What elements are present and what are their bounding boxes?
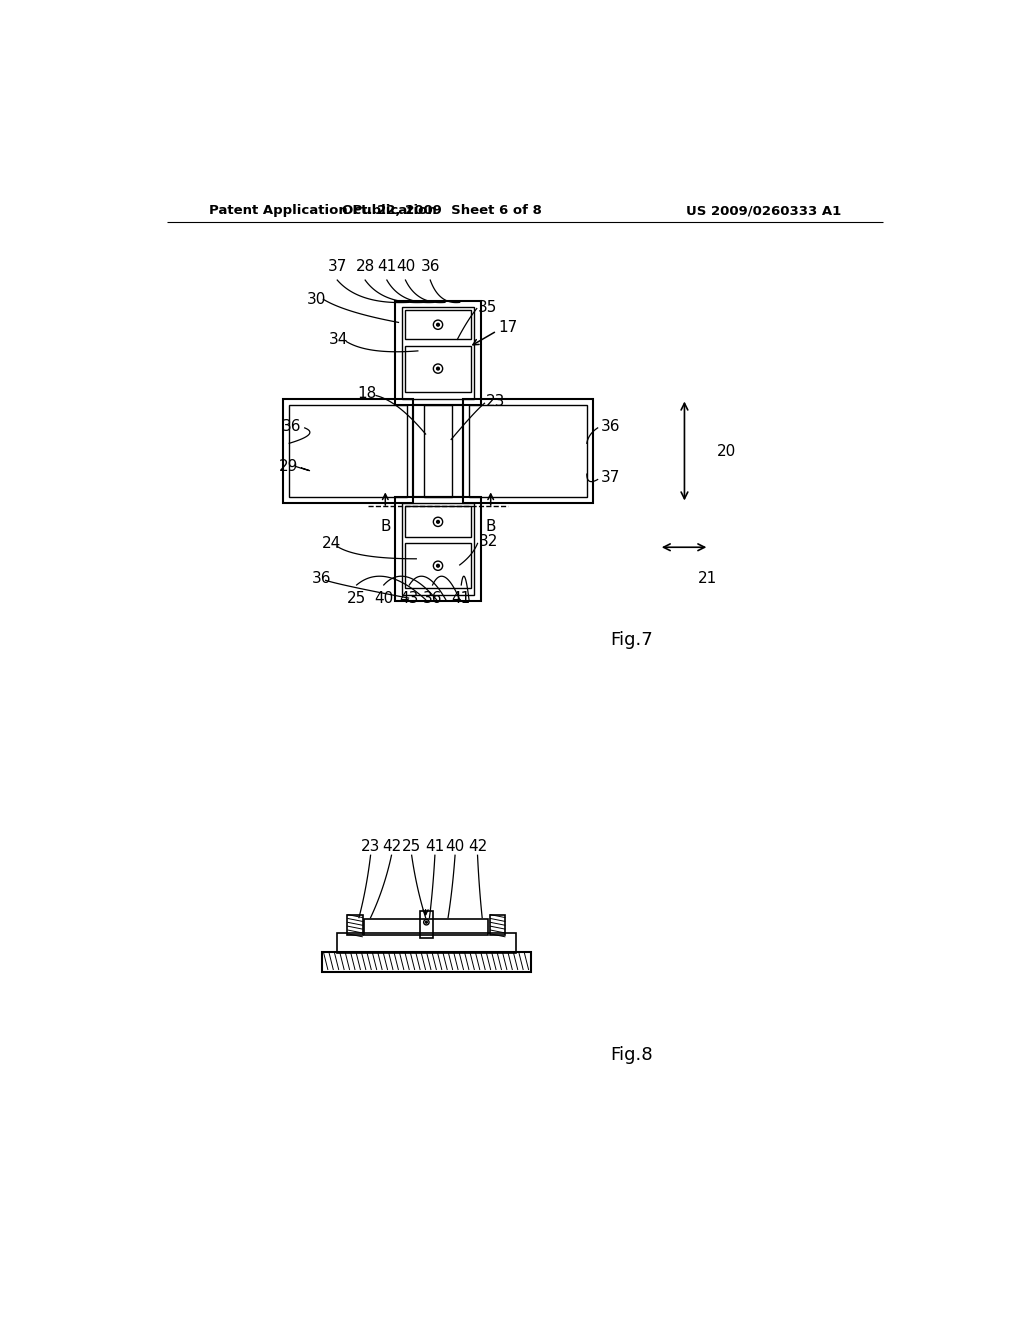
Text: 28: 28 [355, 259, 375, 275]
Bar [283, 399, 414, 503]
Text: 34: 34 [329, 331, 348, 347]
Bar [401, 503, 474, 595]
Text: Fig.7: Fig.7 [610, 631, 653, 648]
Text: 41: 41 [452, 591, 471, 606]
Circle shape [436, 323, 439, 326]
Text: Patent Application Publication: Patent Application Publication [209, 205, 437, 218]
Text: Oct. 22, 2009  Sheet 6 of 8: Oct. 22, 2009 Sheet 6 of 8 [342, 205, 542, 218]
Text: 42: 42 [382, 838, 401, 854]
Bar [420, 911, 432, 937]
Bar [395, 301, 480, 405]
Bar [414, 405, 463, 498]
Bar [395, 498, 480, 601]
Bar [463, 399, 593, 503]
Bar [365, 919, 488, 935]
Text: 17: 17 [499, 321, 518, 335]
Bar [404, 346, 471, 392]
Text: 40: 40 [374, 591, 393, 606]
Text: 37: 37 [328, 259, 347, 275]
Bar [424, 405, 452, 498]
Text: 25: 25 [402, 838, 421, 854]
Bar [401, 308, 474, 399]
Text: 40: 40 [396, 259, 415, 275]
Circle shape [436, 520, 439, 523]
Text: 24: 24 [322, 536, 341, 550]
Bar [404, 544, 471, 589]
Text: 36: 36 [282, 418, 302, 434]
Bar [347, 915, 362, 935]
Text: 18: 18 [357, 385, 377, 401]
Text: B: B [485, 519, 496, 533]
Bar [469, 405, 587, 498]
Text: Fig.8: Fig.8 [610, 1047, 652, 1064]
Bar [289, 405, 407, 498]
Text: 21: 21 [698, 570, 718, 586]
Text: 37: 37 [601, 470, 621, 486]
Text: 29: 29 [280, 459, 299, 474]
Text: 41: 41 [425, 838, 444, 854]
Text: 36: 36 [423, 591, 442, 606]
Bar [489, 915, 506, 935]
Bar [404, 310, 471, 339]
Text: 40: 40 [445, 838, 465, 854]
Circle shape [425, 921, 427, 923]
Text: 42: 42 [468, 838, 487, 854]
Bar [404, 507, 471, 537]
Text: 41: 41 [377, 259, 396, 275]
Text: 25: 25 [347, 591, 367, 606]
Circle shape [436, 367, 439, 370]
Circle shape [436, 565, 439, 568]
Text: 36: 36 [601, 418, 621, 434]
Text: 20: 20 [717, 444, 736, 458]
Text: 35: 35 [478, 300, 498, 314]
Text: 23: 23 [486, 395, 506, 409]
Text: 30: 30 [306, 292, 326, 306]
Text: 36: 36 [421, 259, 440, 275]
Text: US 2009/0260333 A1: US 2009/0260333 A1 [686, 205, 842, 218]
Text: B: B [380, 519, 390, 533]
Text: 43: 43 [399, 591, 419, 606]
Text: 32: 32 [479, 535, 499, 549]
Text: 23: 23 [360, 838, 380, 854]
Bar [337, 933, 515, 953]
Bar [322, 952, 531, 972]
Text: 36: 36 [312, 570, 332, 586]
